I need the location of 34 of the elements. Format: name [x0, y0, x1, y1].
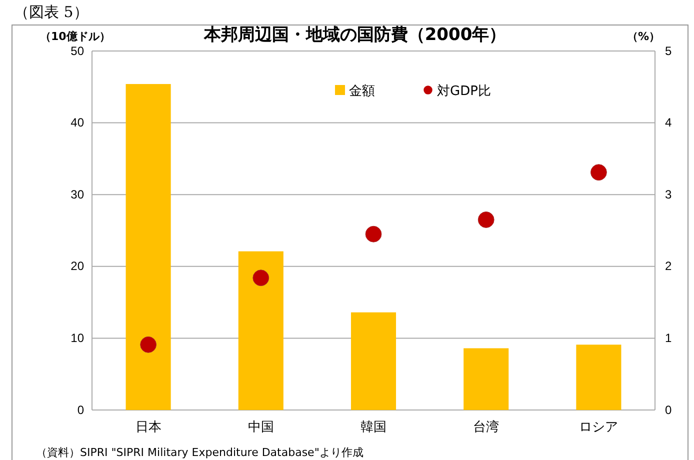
bar	[350, 312, 396, 410]
y-tick-label: 30	[70, 187, 84, 202]
y-tick-label: 20	[70, 259, 84, 274]
y2-axis-title: （%）	[626, 30, 660, 43]
text: （資料）SIPRI "SIPRI Military Expenditure Database"より作成	[36, 446, 364, 459]
legend-label: 金額	[349, 84, 375, 99]
y2-tick-label: 2	[665, 259, 672, 274]
bar	[126, 84, 171, 410]
point	[590, 164, 607, 181]
legend-label: 対GDP比	[437, 83, 491, 99]
x-tick-label: 韓国	[360, 419, 386, 434]
chart-title: 本邦周辺国・地域の国防費（2000年）	[202, 25, 506, 45]
x-tick-label: 中国	[248, 419, 274, 434]
y2-tick-label: 1	[665, 331, 672, 346]
bar	[464, 348, 509, 410]
y2-tick-label: 0	[665, 402, 672, 417]
x-tick-label: 日本	[135, 419, 162, 434]
y-tick-label: 0	[77, 402, 84, 417]
point	[365, 226, 382, 242]
y-axis-title: （10億ドル）	[40, 30, 110, 43]
bar	[576, 344, 622, 410]
y-tick-label: 40	[70, 116, 84, 130]
bar	[238, 251, 284, 410]
point	[140, 336, 157, 353]
y2-tick-label: 4	[665, 116, 672, 130]
y2-tick-label: 3	[665, 187, 672, 202]
point	[478, 212, 494, 228]
y-tick-label: 50	[70, 44, 84, 58]
x-tick-label: 台湾	[473, 419, 500, 434]
text: （図表 5）	[14, 3, 88, 21]
x-tick-label: ロシア	[579, 419, 618, 434]
y2-tick-label: 5	[665, 44, 672, 58]
y-tick-label: 10	[70, 331, 84, 346]
point	[252, 270, 270, 286]
